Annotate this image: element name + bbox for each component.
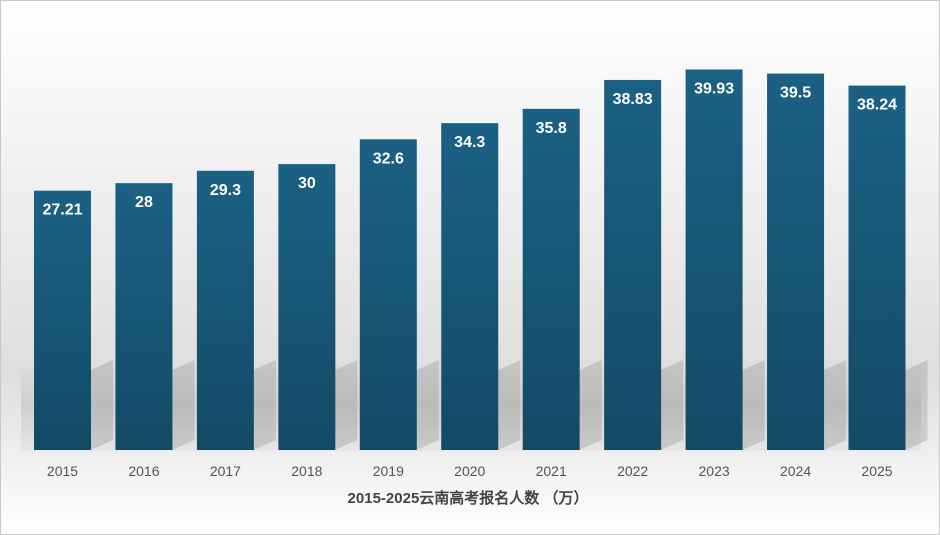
bar-shadow	[905, 360, 928, 450]
bar-2025	[848, 85, 906, 450]
bar-shadow	[91, 360, 113, 450]
data-label-2024: 39.5	[780, 85, 811, 102]
x-tick-label: 2021	[536, 463, 567, 479]
data-label-2019: 32.6	[373, 150, 404, 167]
x-tick-label: 2018	[291, 463, 322, 479]
x-tick-label: 2022	[617, 463, 648, 479]
bar-2020	[441, 123, 499, 450]
data-label-2025: 38.24	[857, 97, 897, 114]
data-label-2016: 28	[135, 194, 153, 211]
x-tick-label: 2025	[861, 463, 892, 479]
bar-shadow	[172, 360, 195, 450]
data-label-2020: 34.3	[454, 134, 485, 151]
x-tick-label: 2017	[210, 463, 241, 479]
data-label-2022: 38.83	[613, 91, 653, 108]
data-label-2017: 29.3	[210, 182, 241, 199]
bar-shadow	[253, 360, 276, 450]
bar-2019	[359, 139, 417, 450]
bar-shadow	[335, 360, 358, 450]
x-tick-label: 2023	[699, 463, 730, 479]
bar-2015	[34, 190, 91, 450]
x-tick-label: 2024	[780, 463, 811, 479]
bar-shadow	[498, 360, 521, 450]
bar-2017	[196, 170, 254, 450]
bar-2024	[767, 73, 825, 450]
bar-shadow	[579, 360, 602, 450]
x-tick-label: 2019	[373, 463, 404, 479]
bar-2018	[278, 164, 336, 450]
bar-shadow	[661, 360, 684, 450]
bar-2023	[685, 69, 743, 450]
bar-2022	[604, 79, 662, 450]
data-label-2018: 30	[298, 175, 316, 192]
bar-2016	[115, 183, 173, 450]
x-tick-label: 2020	[454, 463, 485, 479]
data-label-2015: 27.21	[42, 202, 82, 219]
x-tick-label: 2016	[128, 463, 159, 479]
bar-shadow	[742, 360, 765, 450]
bar-shadow	[824, 360, 847, 450]
data-label-2023: 39.93	[694, 80, 734, 97]
data-label-2021: 35.8	[536, 120, 567, 137]
x-axis-title: 2015-2025云南高考报名人数 （万）	[348, 489, 589, 507]
bar-shadow	[416, 360, 439, 450]
bar-2021	[522, 108, 580, 451]
x-tick-label: 2015	[47, 463, 78, 479]
